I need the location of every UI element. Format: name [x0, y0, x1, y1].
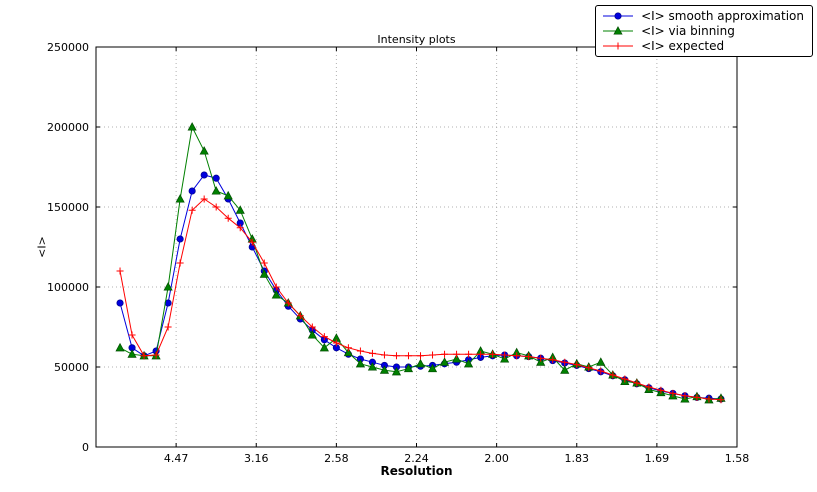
y-axis-label: <I>: [35, 236, 49, 258]
svg-text:4.47: 4.47: [164, 452, 189, 465]
legend-entry: <I> expected: [601, 39, 804, 53]
triangle-marker-sample-icon: [603, 26, 634, 35]
legend-label: <I> expected: [641, 39, 725, 53]
svg-text:2.24: 2.24: [404, 452, 429, 465]
tick-marks: [96, 46, 738, 448]
legend-label: <I> via binning: [641, 24, 735, 38]
svg-text:150000: 150000: [47, 201, 89, 214]
circle-marker-sample-icon: [603, 12, 634, 20]
svg-text:0: 0: [82, 441, 89, 454]
chart-title: Intensity plots: [377, 33, 456, 46]
svg-text:250000: 250000: [47, 41, 89, 54]
x-axis-label: Resolution: [380, 464, 453, 478]
svg-text:1.58: 1.58: [725, 452, 750, 465]
legend-entry: <I> smooth approximation: [601, 9, 804, 23]
legend-label: <I> smooth approximation: [641, 9, 804, 23]
plus-marker-sample-icon: [603, 42, 634, 50]
legend-entry: <I> via binning: [601, 24, 804, 38]
svg-text:2.58: 2.58: [324, 452, 349, 465]
tick-labels: 4.47 3.16 2.58 2.24 2.00 1.83 1.69 1.58 0 50000 10…: [47, 41, 749, 465]
gridlines: [96, 46, 738, 447]
svg-text:2.00: 2.00: [484, 452, 509, 465]
svg-text:50000: 50000: [54, 361, 89, 374]
svg-text:1.69: 1.69: [645, 452, 670, 465]
series-plus: [116, 195, 725, 404]
legend: <I> smooth approximation <I> via binning <…: [595, 5, 813, 57]
svg-text:3.16: 3.16: [244, 452, 269, 465]
svg-text:200000: 200000: [47, 121, 89, 134]
series-triangle: [115, 122, 726, 404]
svg-text:100000: 100000: [47, 281, 89, 294]
svg-text:1.83: 1.83: [565, 452, 590, 465]
